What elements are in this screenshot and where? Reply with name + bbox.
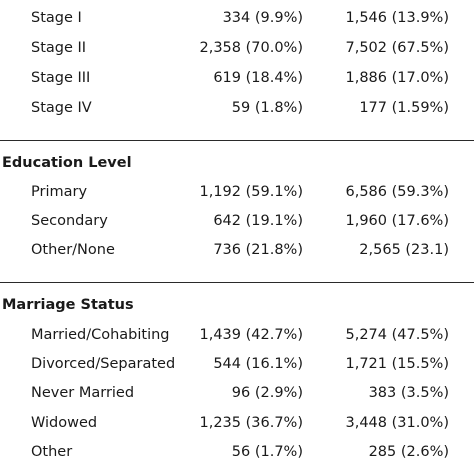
table-row: Stage IV 59 (1.8%) 177 (1.59%) bbox=[0, 93, 474, 123]
row-label: Other bbox=[31, 444, 73, 460]
cell-col2: 3,448 (31.0%) bbox=[345, 415, 450, 431]
table-row: Primary 1,192 (59.1%) 6,586 (59.3%) bbox=[0, 177, 474, 207]
cell-col2: 5,274 (47.5%) bbox=[345, 327, 450, 343]
cell-col1: 619 (18.4%) bbox=[213, 70, 303, 86]
table-row: Stage II 2,358 (70.0%) 7,502 (67.5%) bbox=[0, 33, 474, 63]
row-label: Divorced/Separated bbox=[31, 356, 176, 372]
cell-col1: 1,192 (59.1%) bbox=[199, 184, 304, 200]
cell-col1: 544 (16.1%) bbox=[213, 356, 303, 372]
cell-col2: 1,546 (13.9%) bbox=[345, 10, 450, 26]
table-row: Stage I 334 (9.9%) 1,546 (13.9%) bbox=[0, 3, 474, 33]
cell-col1: 736 (21.8%) bbox=[213, 242, 303, 258]
cell-col1: 96 (2.9%) bbox=[231, 385, 303, 401]
table-row: Never Married 96 (2.9%) 383 (3.5%) bbox=[0, 378, 474, 408]
row-label: Primary bbox=[31, 184, 88, 200]
section-divider bbox=[0, 140, 474, 141]
row-label: Stage II bbox=[31, 40, 87, 56]
row-label: Stage I bbox=[31, 10, 82, 26]
cell-col1: 334 (9.9%) bbox=[222, 10, 303, 26]
section-heading-marriage: Marriage Status bbox=[2, 297, 134, 313]
section-divider bbox=[0, 282, 474, 283]
table-row: Other 56 (1.7%) 285 (2.6%) bbox=[0, 437, 474, 467]
table-row: Stage III 619 (18.4%) 1,886 (17.0%) bbox=[0, 63, 474, 93]
row-label: Stage III bbox=[31, 70, 91, 86]
row-label: Stage IV bbox=[31, 100, 92, 116]
cell-col1: 2,358 (70.0%) bbox=[199, 40, 304, 56]
cell-col2: 285 (2.6%) bbox=[368, 444, 449, 460]
cell-col1: 1,235 (36.7%) bbox=[199, 415, 304, 431]
cell-col2: 1,721 (15.5%) bbox=[345, 356, 450, 372]
row-label: Widowed bbox=[31, 415, 98, 431]
table-row: Secondary 642 (19.1%) 1,960 (17.6%) bbox=[0, 206, 474, 236]
row-label: Never Married bbox=[31, 385, 135, 401]
cell-col2: 2,565 (23.1) bbox=[359, 242, 449, 258]
cell-col1: 642 (19.1%) bbox=[213, 213, 303, 229]
table-row: Widowed 1,235 (36.7%) 3,448 (31.0%) bbox=[0, 408, 474, 438]
row-label: Secondary bbox=[31, 213, 108, 229]
cell-col1: 1,439 (42.7%) bbox=[199, 327, 304, 343]
cell-col2: 6,586 (59.3%) bbox=[345, 184, 450, 200]
table-row: Divorced/Separated 544 (16.1%) 1,721 (15… bbox=[0, 349, 474, 379]
cell-col2: 383 (3.5%) bbox=[368, 385, 449, 401]
row-label: Other/None bbox=[31, 242, 115, 258]
table-row: Other/None 736 (21.8%) 2,565 (23.1) bbox=[0, 235, 474, 265]
cell-col2: 7,502 (67.5%) bbox=[345, 40, 450, 56]
cell-col1: 59 (1.8%) bbox=[231, 100, 303, 116]
row-label: Married/Cohabiting bbox=[31, 327, 170, 343]
cell-col1: 56 (1.7%) bbox=[231, 444, 303, 460]
cell-col2: 1,886 (17.0%) bbox=[345, 70, 450, 86]
cell-col2: 1,960 (17.6%) bbox=[345, 213, 450, 229]
cell-col2: 177 (1.59%) bbox=[359, 100, 449, 116]
table-row: Married/Cohabiting 1,439 (42.7%) 5,274 (… bbox=[0, 320, 474, 350]
section-heading-education: Education Level bbox=[2, 155, 132, 171]
